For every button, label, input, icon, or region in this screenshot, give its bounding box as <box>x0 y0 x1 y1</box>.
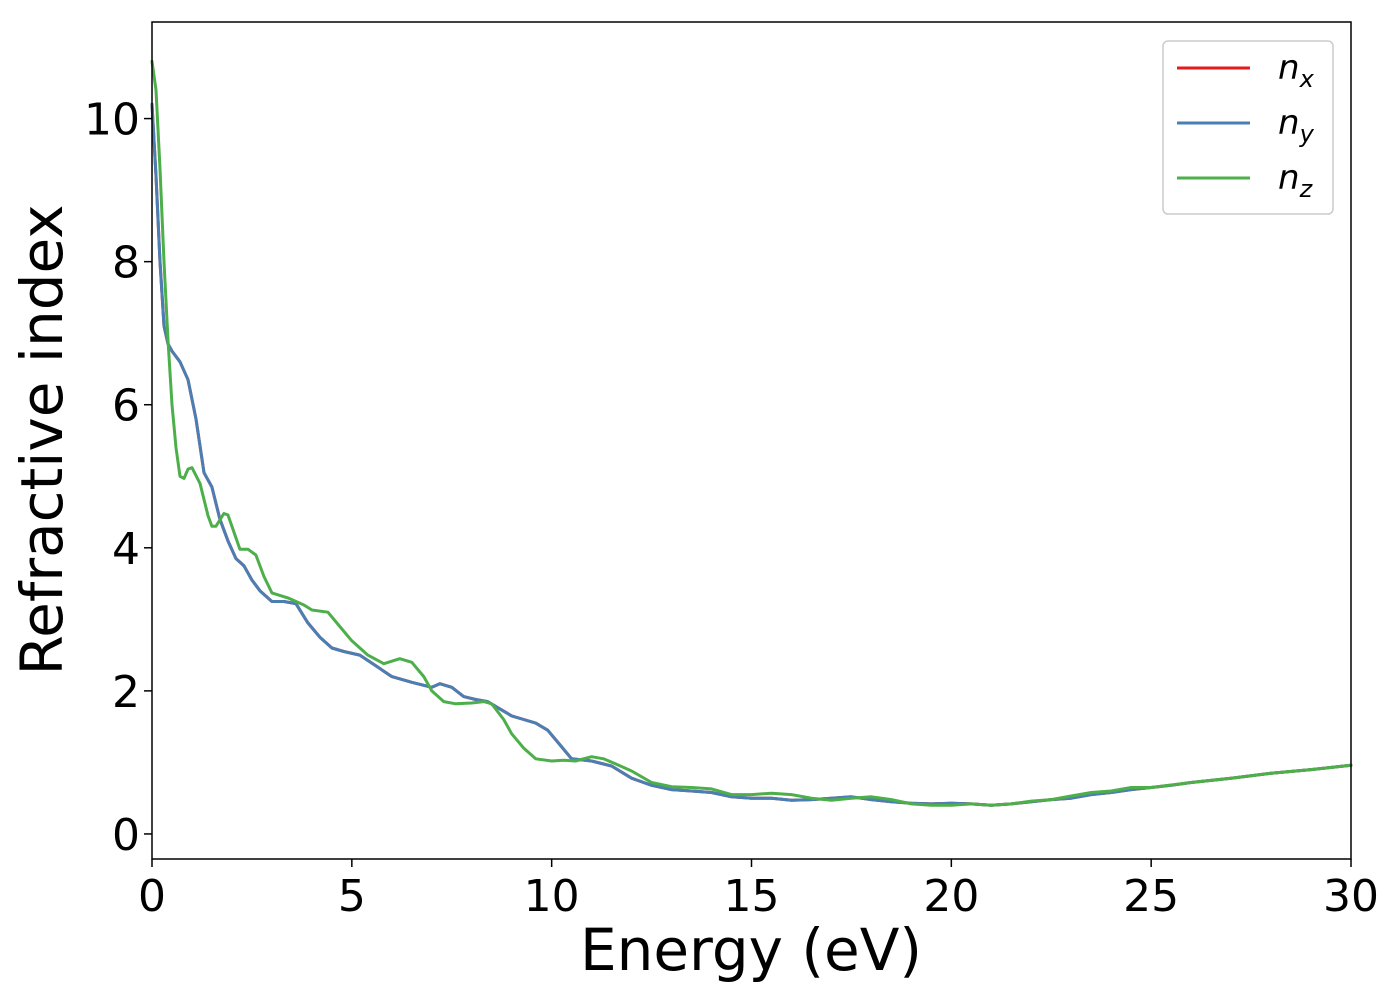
series-layer <box>150 59 1353 807</box>
x-tick-label: 15 <box>724 871 780 922</box>
y-axis-ticks: 0 2 4 6 8 10 <box>84 95 152 861</box>
x-axis-ticks: 0 5 10 15 20 25 30 <box>138 859 1379 922</box>
legend-box <box>1162 40 1334 215</box>
y-tick-label: 6 <box>112 381 140 432</box>
x-tick-label: 30 <box>1323 871 1379 922</box>
y-tick-label: 8 <box>112 238 140 289</box>
x-tick-label: 25 <box>1123 871 1179 922</box>
x-tick-label: 5 <box>338 871 366 922</box>
y-tick-label: 10 <box>84 95 140 146</box>
series-line-nz <box>150 59 1353 807</box>
x-tick-label: 0 <box>138 871 166 922</box>
plot-background <box>152 22 1351 859</box>
x-axis-title: Energy (eV) <box>580 916 922 984</box>
y-tick-label: 4 <box>112 524 140 575</box>
y-tick-label: 2 <box>112 667 140 718</box>
x-tick-label: 20 <box>923 871 979 922</box>
x-tick-label: 10 <box>524 871 580 922</box>
y-tick-label: 0 <box>112 810 140 861</box>
y-axis-title: Refractive index <box>8 204 76 675</box>
